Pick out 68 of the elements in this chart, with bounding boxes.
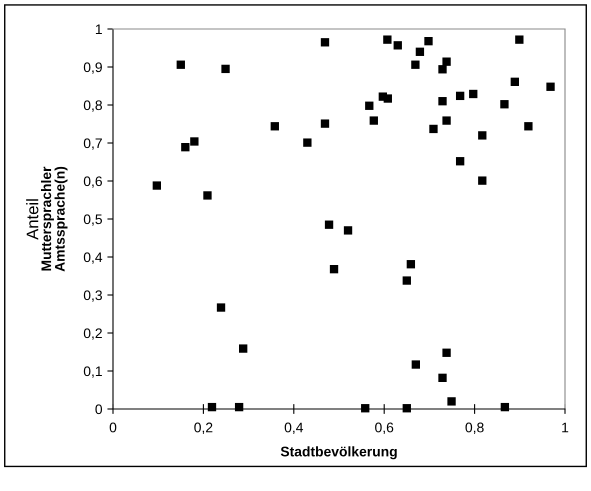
point	[478, 131, 486, 140]
point	[416, 48, 424, 56]
x-tick-label: 0,4	[284, 422, 304, 434]
point	[383, 35, 392, 44]
point	[438, 65, 447, 74]
point	[442, 58, 451, 66]
x-tick-label: 0,2	[194, 422, 212, 434]
point	[330, 264, 338, 274]
x-tick-label: 0,6	[375, 422, 394, 434]
x-tick-label: 1	[562, 422, 568, 432]
point	[447, 397, 456, 406]
point	[181, 143, 190, 152]
point	[546, 82, 555, 91]
point	[152, 181, 162, 190]
point	[208, 402, 216, 412]
y-tick-label: 1	[96, 24, 102, 34]
point	[438, 97, 447, 106]
point	[500, 100, 509, 108]
point	[365, 102, 374, 110]
point	[394, 41, 402, 50]
y-tick-label: 0,7	[84, 138, 102, 150]
point	[270, 122, 279, 130]
point	[402, 404, 411, 412]
point	[370, 116, 378, 125]
point	[411, 60, 420, 69]
point	[456, 157, 464, 166]
point	[524, 122, 533, 130]
y-tick-label: 0	[95, 404, 102, 414]
point	[438, 374, 447, 382]
x-axis-title: Stadtbevölkerung	[280, 446, 397, 460]
point	[424, 36, 433, 46]
y-axis-title: Anteil Muttersprachler Amtssprache(n)	[26, 166, 68, 272]
point	[203, 191, 212, 200]
y-tick-label: 0,6	[84, 176, 102, 188]
point	[402, 276, 411, 285]
point	[190, 137, 199, 146]
y-tick-label: 0,9	[84, 62, 102, 74]
point	[320, 38, 330, 46]
point	[442, 348, 451, 357]
point	[412, 360, 420, 369]
point	[324, 220, 334, 229]
point	[478, 176, 486, 185]
y-tick-label: 0,3	[84, 290, 102, 302]
point	[469, 90, 478, 98]
point	[500, 402, 510, 412]
point	[456, 92, 464, 100]
x-tick-label: 0,8	[465, 422, 484, 434]
point	[176, 60, 185, 69]
point	[320, 119, 330, 128]
y-tick-label: 0,4	[84, 252, 102, 264]
x-tick-label: 0	[110, 422, 116, 432]
y-tick-label: 0,1	[84, 366, 102, 378]
point	[510, 78, 519, 86]
point	[361, 404, 370, 412]
point	[515, 35, 524, 44]
point	[442, 116, 451, 125]
point	[384, 94, 392, 103]
point	[216, 303, 226, 312]
point	[406, 260, 416, 268]
point	[221, 64, 230, 74]
y-tick-label: 0,5	[84, 214, 102, 226]
point	[239, 344, 248, 353]
point	[429, 124, 438, 134]
point	[303, 138, 312, 147]
y-tick-label: 0,8	[84, 100, 102, 112]
point	[234, 402, 244, 412]
y-tick-label: 0,2	[84, 328, 102, 340]
point	[344, 226, 352, 235]
